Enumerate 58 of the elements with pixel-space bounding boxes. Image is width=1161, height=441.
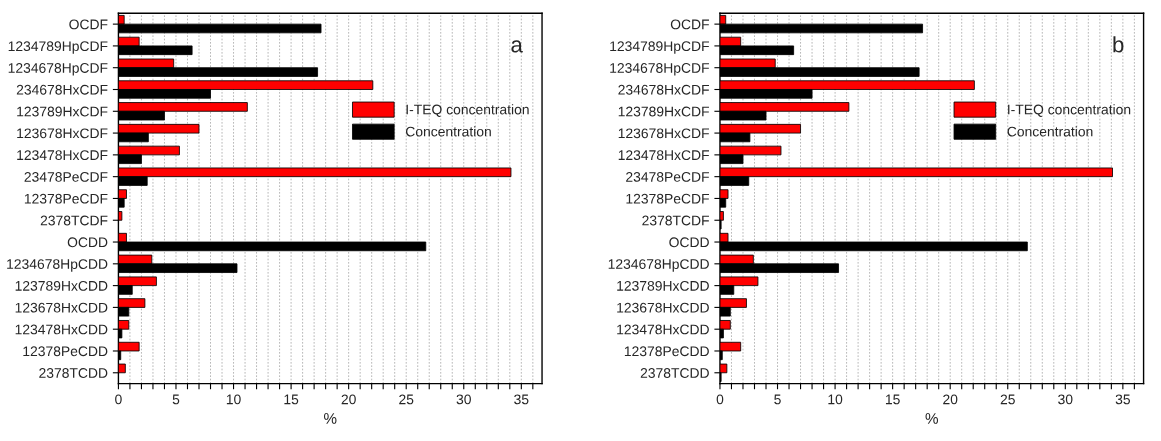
y-tick-label: 123478HxCDF	[618, 150, 709, 161]
x-tick-label: 5	[172, 394, 180, 405]
x-tick-label: 10	[226, 394, 241, 405]
x-axis-title: %	[925, 413, 939, 424]
y-tick-label: 1234678HpCDF	[8, 63, 108, 76]
y-tick-label: 1234789HpCDF	[8, 41, 108, 54]
y-tick-label: 123478HxCDD	[15, 324, 108, 335]
y-tick-label: 234678HxCDF	[16, 84, 108, 95]
y-tick-label: 12378PeCDF	[626, 193, 709, 204]
annotation: b	[1113, 36, 1124, 53]
x-tick-label: 15	[284, 394, 299, 405]
x-tick-label: 35	[514, 394, 529, 405]
y-tick-label: 123789HxCDF	[17, 106, 108, 117]
x-tick-label: 35	[1115, 394, 1131, 405]
y-tick-label: 123789HxCDF	[618, 106, 709, 117]
y-tick-label: 2378TCDF	[40, 215, 108, 226]
annotation: a	[511, 40, 523, 53]
x-tick-label: 5	[774, 394, 781, 405]
x-tick-label: 0	[115, 394, 122, 405]
x-tick-label: 30	[456, 394, 471, 405]
x-tick-label: 20	[943, 394, 958, 405]
y-tick-label: 23478PeCDF	[626, 171, 709, 182]
y-tick-label: OCDF	[670, 19, 709, 30]
y-tick-label: 2378TCDD	[39, 368, 108, 378]
x-tick-label: 25	[399, 394, 414, 405]
y-tick-label: 2378TCDF	[642, 215, 709, 226]
y-tick-label: 234678HxCDF	[618, 84, 709, 95]
y-tick-label: 123478HxCDD	[617, 324, 709, 335]
y-tick-label: 1234789HpCDF	[610, 41, 709, 54]
legend-label: Concentration	[405, 126, 491, 137]
y-tick-label: 2378TCDD	[640, 368, 709, 378]
x-tick-label: 20	[341, 394, 356, 405]
legend-label: I-TEQ concentration	[1008, 104, 1131, 117]
y-tick-label: 123678HxCDD	[617, 302, 709, 313]
y-tick-label: 123478HxCDF	[17, 150, 108, 161]
legend-label: Concentration	[1007, 126, 1093, 137]
y-tick-label: OCDF	[69, 19, 108, 30]
y-tick-label: 123678HxCDF	[17, 128, 108, 139]
y-tick-label: 123678HxCDF	[618, 128, 709, 139]
y-tick-label: OCDD	[67, 237, 108, 248]
x-tick-label: 25	[1000, 394, 1015, 405]
y-tick-label: 23478PeCDF	[24, 171, 108, 182]
y-tick-label: 123789HxCDD	[15, 280, 108, 291]
x-tick-label: 15	[885, 394, 900, 405]
x-axis-title: %	[323, 413, 337, 424]
y-tick-label: 1234678HpCDD	[7, 259, 108, 272]
y-tick-label: 12378PeCDD	[23, 346, 108, 357]
x-tick-label: 10	[828, 394, 843, 405]
y-tick-label: 1234678HpCDD	[608, 259, 709, 272]
y-tick-label: 12378PeCDF	[24, 193, 108, 204]
y-tick-label: 123678HxCDD	[15, 302, 108, 313]
x-tick-label: 30	[1058, 394, 1073, 405]
x-tick-label: 0	[716, 394, 724, 405]
y-tick-label: 123789HxCDD	[617, 280, 709, 291]
y-tick-label: 1234678HpCDF	[610, 63, 709, 76]
legend-label: I-TEQ concentration	[406, 104, 529, 117]
y-tick-label: 12378PeCDD	[624, 346, 709, 357]
y-tick-label: OCDD	[669, 237, 709, 248]
